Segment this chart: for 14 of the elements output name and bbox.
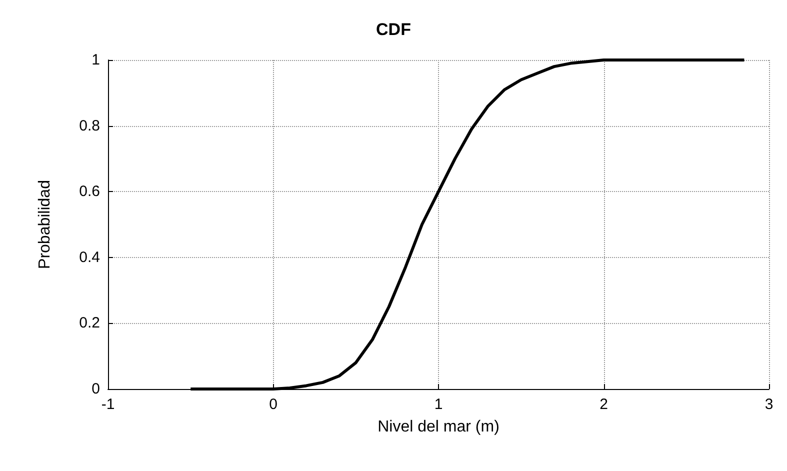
x-tick-label: 1 [434, 396, 443, 413]
y-tick-label: 0.8 [79, 117, 100, 134]
y-tick-label: 0 [92, 380, 100, 398]
y-tick-label: 0.2 [79, 314, 100, 332]
y-axis-title: Probabilidad [36, 180, 54, 269]
x-tick-label: 3 [764, 396, 774, 413]
x-tick-label: -1 [101, 396, 115, 413]
x-axis-title: Nivel del mar (m) [378, 418, 500, 436]
x-tick-label: 2 [600, 396, 608, 413]
y-tick-label: 0.4 [79, 248, 100, 266]
y-tick-label: 1 [92, 52, 100, 68]
x-tick-label: 0 [269, 396, 278, 413]
chart-title: CDF [376, 20, 411, 39]
y-tick-label: 0.6 [79, 183, 100, 200]
